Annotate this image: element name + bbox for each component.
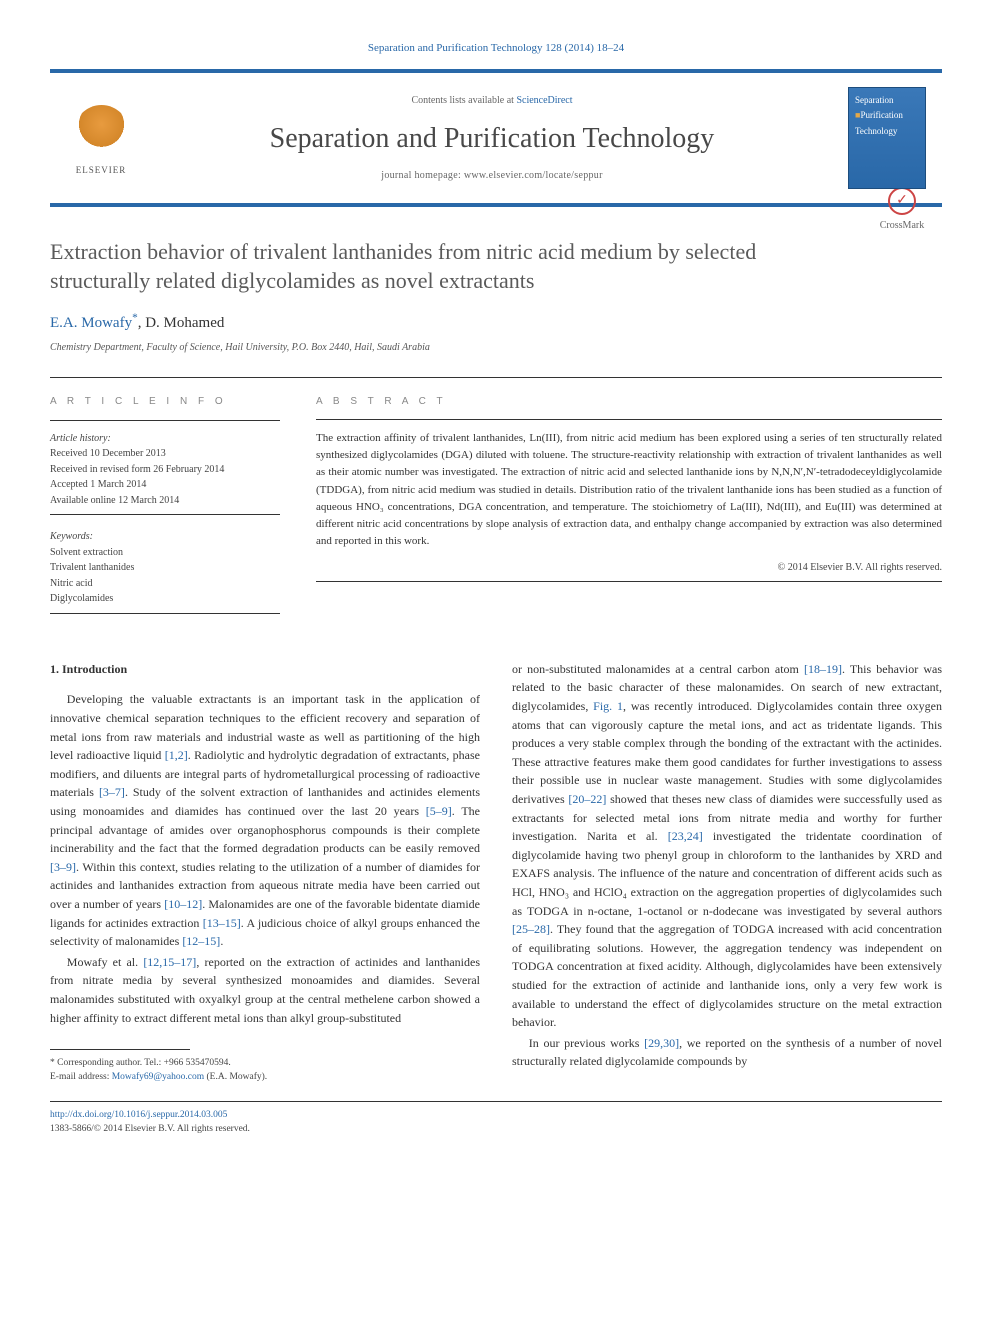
footnote-separator — [50, 1049, 190, 1050]
keywords-label: Keywords: — [50, 529, 280, 545]
history-label: Article history: — [50, 431, 280, 447]
abstract-rule-bottom — [316, 581, 942, 582]
date-accepted: Accepted 1 March 2014 — [50, 477, 280, 493]
issn-copyright: 1383-5866/© 2014 Elsevier B.V. All right… — [50, 1124, 250, 1134]
paragraph-3: or non-substituted malonamides at a cent… — [512, 660, 942, 1032]
paragraph-1: Developing the valuable extractants is a… — [50, 690, 480, 950]
author-1-link[interactable]: E.A. Mowafy — [50, 315, 132, 331]
crossmark-badge[interactable]: ✓ CrossMark — [862, 187, 942, 233]
info-rule-mid — [50, 514, 280, 515]
author-2: D. Mohamed — [145, 315, 224, 331]
journal-homepage: journal homepage: www.elsevier.com/locat… — [154, 168, 830, 183]
sciencedirect-link[interactable]: ScienceDirect — [516, 95, 572, 106]
article-info-label: A R T I C L E I N F O — [50, 394, 280, 410]
article-info: A R T I C L E I N F O Article history: R… — [50, 394, 280, 624]
info-rule-top — [50, 420, 280, 421]
abstract-text: The extraction affinity of trivalent lan… — [316, 430, 942, 549]
section-heading-1: 1. Introduction — [50, 660, 480, 679]
crossmark-icon: ✓ — [888, 187, 916, 215]
cover-line-2: ■Purification — [855, 109, 919, 123]
paragraph-2: Mowafy et al. [12,15–17], reported on th… — [50, 953, 480, 1027]
abstract-label: A B S T R A C T — [316, 394, 942, 409]
affiliation: Chemistry Department, Faculty of Science… — [50, 340, 942, 355]
homepage-url: www.elsevier.com/locate/seppur — [464, 170, 603, 181]
keyword-4: Diglycolamides — [50, 591, 280, 607]
article-title: Extraction behavior of trivalent lanthan… — [50, 237, 810, 296]
homepage-label: journal homepage: — [381, 170, 464, 181]
email-label: E-mail address: — [50, 1072, 112, 1082]
abstract-copyright: © 2014 Elsevier B.V. All rights reserved… — [316, 560, 942, 575]
body-text: 1. Introduction Developing the valuable … — [50, 660, 942, 1085]
journal-title: Separation and Purification Technology — [154, 118, 830, 160]
abstract: A B S T R A C T The extraction affinity … — [316, 394, 942, 624]
journal-header: ELSEVIER Contents lists available at Sci… — [50, 69, 942, 207]
paragraph-4: In our previous works [29,30], we report… — [512, 1034, 942, 1071]
author-email-link[interactable]: Mowafy69@yahoo.com — [112, 1072, 204, 1082]
journal-cover-thumbnail: Separation ■Purification Technology — [848, 87, 926, 189]
date-received: Received 10 December 2013 — [50, 446, 280, 462]
doi-link[interactable]: http://dx.doi.org/10.1016/j.seppur.2014.… — [50, 1110, 227, 1120]
keyword-1: Solvent extraction — [50, 545, 280, 561]
keyword-3: Nitric acid — [50, 576, 280, 592]
elsevier-tree-icon — [74, 105, 129, 160]
abstract-rule-top — [316, 419, 942, 420]
date-revised: Received in revised form 26 February 201… — [50, 462, 280, 478]
crossmark-label: CrossMark — [880, 220, 924, 231]
date-online: Available online 12 March 2014 — [50, 493, 280, 509]
header-center: Contents lists available at ScienceDirec… — [154, 93, 830, 183]
keyword-2: Trivalent lanthanides — [50, 560, 280, 576]
info-rule-bottom — [50, 613, 280, 614]
cover-line-3: Technology — [855, 125, 919, 139]
corresponding-author-note: * Corresponding author. Tel.: +966 53547… — [50, 1056, 480, 1070]
authors: E.A. Mowafy*, D. Mohamed — [50, 310, 942, 335]
publisher-name: ELSEVIER — [76, 164, 127, 178]
cover-line-1: Separation — [855, 94, 919, 108]
contents-prefix: Contents lists available at — [411, 95, 516, 106]
page-footer: http://dx.doi.org/10.1016/j.seppur.2014.… — [50, 1101, 942, 1137]
journal-reference: Separation and Purification Technology 1… — [50, 40, 942, 57]
footnote: * Corresponding author. Tel.: +966 53547… — [50, 1056, 480, 1085]
elsevier-logo: ELSEVIER — [66, 98, 136, 178]
contents-available: Contents lists available at ScienceDirec… — [154, 93, 830, 108]
email-suffix: (E.A. Mowafy). — [204, 1072, 267, 1082]
